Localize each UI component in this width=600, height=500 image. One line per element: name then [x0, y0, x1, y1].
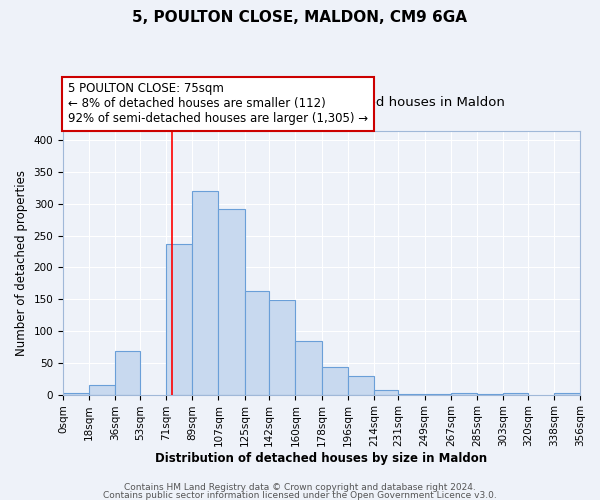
Y-axis label: Number of detached properties: Number of detached properties	[15, 170, 28, 356]
Bar	[322, 366, 347, 394]
Bar	[192, 191, 218, 394]
Text: Contains public sector information licensed under the Open Government Licence v3: Contains public sector information licen…	[103, 490, 497, 500]
Bar	[166, 244, 192, 394]
Bar	[295, 340, 322, 394]
Text: 5, POULTON CLOSE, MALDON, CM9 6GA: 5, POULTON CLOSE, MALDON, CM9 6GA	[133, 10, 467, 25]
Text: Contains HM Land Registry data © Crown copyright and database right 2024.: Contains HM Land Registry data © Crown c…	[124, 484, 476, 492]
Bar	[89, 385, 115, 394]
Text: 5 POULTON CLOSE: 75sqm
← 8% of detached houses are smaller (112)
92% of semi-det: 5 POULTON CLOSE: 75sqm ← 8% of detached …	[68, 82, 368, 126]
Bar	[218, 209, 245, 394]
Title: Size of property relative to detached houses in Maldon: Size of property relative to detached ho…	[139, 96, 505, 108]
Bar	[347, 376, 374, 394]
X-axis label: Distribution of detached houses by size in Maldon: Distribution of detached houses by size …	[155, 452, 488, 465]
Bar	[245, 291, 269, 395]
Bar	[374, 390, 398, 394]
Bar	[115, 352, 140, 395]
Bar	[269, 300, 295, 394]
